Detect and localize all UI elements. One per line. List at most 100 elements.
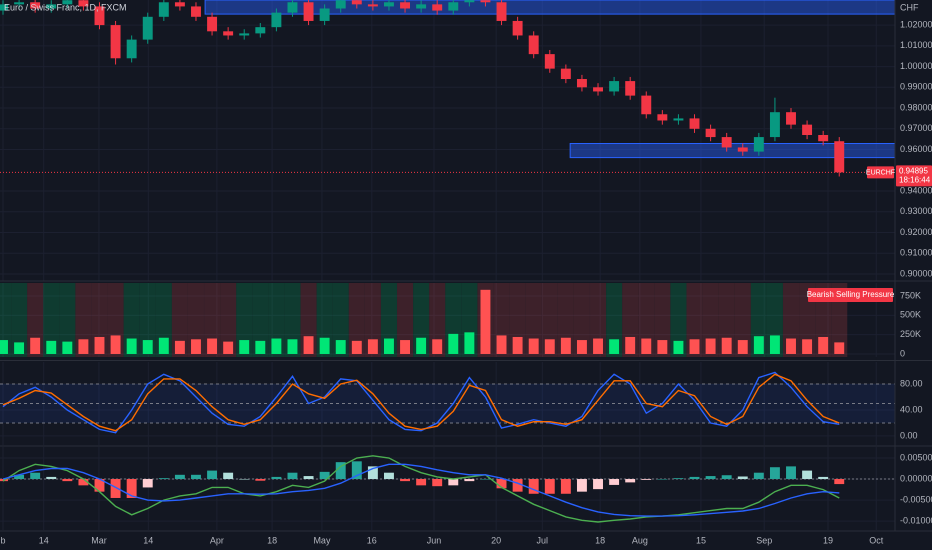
trend-shade — [686, 283, 703, 357]
candle-body — [416, 4, 427, 9]
candle-body — [625, 81, 636, 96]
histogram-bar — [625, 479, 636, 483]
x-tick-label: 14 — [39, 535, 49, 545]
histogram-bar — [689, 476, 700, 480]
volume-bar — [769, 335, 780, 354]
volume-bar — [737, 340, 748, 354]
candle-body — [207, 16, 218, 32]
histogram-bar — [255, 479, 266, 481]
zone — [569, 143, 895, 159]
candle-body — [657, 114, 668, 121]
histogram-bar — [576, 479, 587, 492]
histogram-bar — [673, 478, 684, 480]
volume-bar — [625, 336, 636, 354]
volume-bar — [753, 336, 764, 354]
histogram-bar — [62, 479, 73, 482]
x-tick-label: Oct — [869, 535, 884, 545]
trend-shade — [638, 283, 655, 357]
volume-bar — [287, 339, 298, 354]
candle-body — [367, 4, 378, 7]
volume-bar — [207, 338, 218, 354]
volume-bar — [657, 340, 668, 354]
trend-shade — [525, 283, 542, 357]
histogram-bar — [126, 479, 137, 498]
histogram-bar — [303, 476, 314, 480]
candle-body — [126, 39, 137, 59]
histogram-bar — [223, 472, 234, 480]
volume-bar — [528, 338, 539, 354]
volume-bar — [239, 340, 250, 354]
trend-shade — [0, 283, 12, 357]
histogram-bar — [271, 476, 282, 480]
y-tick-label: 1.00000 — [900, 61, 932, 71]
volume-bar — [126, 338, 137, 354]
histogram-bar — [287, 472, 298, 480]
volume-bar — [576, 340, 587, 354]
histogram-bar — [753, 472, 764, 480]
histogram-bar — [30, 472, 41, 480]
volume-bar — [303, 336, 314, 354]
candle-body — [689, 118, 700, 129]
histogram-bar — [416, 479, 427, 486]
candle-body — [544, 54, 555, 69]
histogram-bar — [657, 479, 668, 480]
volume-bar — [416, 337, 427, 354]
y-tick-label: 0.92000 — [900, 227, 932, 237]
histogram-bar — [142, 479, 153, 488]
x-tick-label: Sep — [756, 535, 772, 545]
pane — [0, 362, 895, 445]
countdown-label: 18:16:44 — [899, 176, 931, 185]
trend-shade — [75, 283, 92, 357]
volume-bar — [319, 337, 330, 354]
candle-body — [335, 0, 346, 9]
y-tick-label: 0.99000 — [900, 82, 932, 92]
volume-bar — [30, 337, 41, 354]
y-tick-label: 0.97000 — [900, 123, 932, 133]
pane — [0, 447, 895, 530]
trend-shade — [11, 283, 28, 357]
histogram-bar — [94, 479, 105, 492]
histogram-bar — [319, 471, 330, 480]
histogram-bar — [593, 479, 603, 490]
trend-shade — [348, 283, 365, 357]
trend-shade — [702, 283, 719, 357]
volume-bar — [818, 336, 829, 354]
histogram-bar — [480, 479, 491, 480]
candle-body — [464, 0, 475, 3]
histogram-bar — [239, 479, 250, 480]
candle-body — [609, 81, 620, 92]
volume-bar — [544, 339, 555, 354]
trend-shade — [541, 283, 558, 357]
price-label: 0.94895 — [899, 167, 928, 176]
histogram-bar — [705, 476, 716, 480]
candle-body — [303, 2, 314, 21]
x-tick-label: Mar — [91, 535, 107, 545]
candle-body — [239, 33, 250, 36]
trend-shade — [364, 283, 381, 357]
trend-shade — [670, 283, 687, 357]
volume-bar — [802, 339, 813, 354]
y-tick-label: 80.00 — [900, 378, 923, 388]
histogram-bar — [786, 466, 796, 480]
trend-shade — [397, 283, 414, 357]
y-tick-label: -0.00500 — [900, 494, 932, 504]
volume-bar — [721, 337, 732, 354]
candle-body — [94, 6, 105, 26]
histogram-bar — [818, 476, 829, 480]
histogram-bar — [737, 476, 748, 480]
histogram-bar — [78, 479, 89, 486]
histogram-bar — [544, 479, 555, 494]
y-tick-label: 0.00 — [900, 430, 918, 440]
candle-body — [480, 0, 491, 3]
candle-body — [528, 35, 539, 55]
candle-body — [287, 2, 298, 13]
x-tick-label: 14 — [143, 535, 153, 545]
price-tag — [896, 165, 932, 187]
candle-body — [255, 27, 266, 34]
x-tick-label: 16 — [367, 535, 377, 545]
x-tick-label: 20 — [491, 535, 501, 545]
annotation: Bearish Selling Pressure — [807, 290, 895, 299]
candle-body — [110, 25, 121, 59]
y-tick-label: 0.96000 — [900, 144, 932, 154]
